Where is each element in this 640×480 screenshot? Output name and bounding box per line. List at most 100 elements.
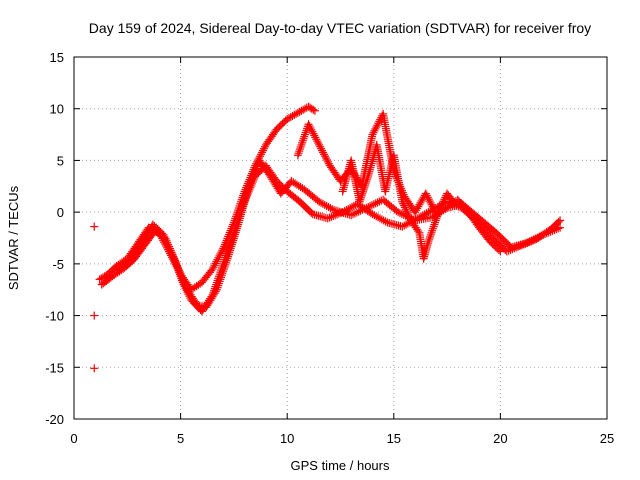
data-point — [525, 238, 534, 247]
data-point — [426, 230, 435, 239]
data-point — [159, 230, 168, 239]
data-point — [214, 253, 223, 262]
data-point — [313, 137, 322, 146]
data-point — [164, 242, 173, 251]
data-point — [244, 187, 253, 196]
data-point — [434, 208, 443, 217]
data-point — [320, 152, 329, 161]
data-point — [423, 193, 432, 202]
data-point — [527, 237, 536, 246]
data-point — [325, 213, 334, 222]
data-point — [295, 147, 304, 156]
data-point — [512, 243, 521, 252]
data-point — [211, 259, 220, 268]
grid — [74, 57, 607, 419]
data-point — [171, 258, 180, 267]
data-point — [430, 220, 439, 229]
data-point — [504, 246, 513, 255]
data-point — [210, 261, 219, 270]
data-point — [429, 222, 438, 231]
data-point — [347, 211, 356, 220]
data-point — [248, 177, 257, 186]
data-point — [428, 226, 437, 235]
data-point — [175, 268, 184, 277]
data-point — [357, 191, 366, 200]
data-point — [296, 142, 305, 151]
data-point — [373, 198, 382, 207]
data-point — [166, 246, 175, 255]
data-point — [245, 185, 254, 194]
data-points — [90, 102, 565, 373]
data-point — [169, 252, 178, 261]
data-point — [402, 207, 411, 216]
data-point — [177, 274, 186, 283]
data-point — [217, 248, 226, 257]
data-point — [220, 240, 229, 249]
data-point — [556, 216, 565, 225]
data-point — [349, 210, 358, 219]
data-point — [369, 200, 378, 209]
data-point — [433, 212, 442, 221]
data-point — [400, 201, 409, 210]
data-point — [167, 248, 176, 257]
data-point — [424, 237, 433, 246]
data-point — [428, 202, 437, 211]
data-point — [426, 232, 435, 241]
data-point — [395, 209, 404, 218]
data-point — [350, 209, 359, 218]
data-point — [523, 238, 532, 247]
data-point — [515, 242, 524, 251]
data-point — [183, 288, 192, 297]
data-point — [404, 210, 413, 219]
data-point — [323, 157, 332, 166]
data-point — [294, 149, 303, 158]
data-point — [363, 173, 372, 182]
data-point — [160, 232, 169, 241]
data-point — [323, 214, 332, 223]
data-point — [439, 197, 448, 206]
data-point — [360, 181, 369, 190]
data-point — [368, 130, 377, 139]
data-point — [414, 227, 423, 236]
data-point — [528, 236, 537, 245]
data-point — [381, 217, 390, 226]
data-point — [246, 183, 255, 192]
data-point — [170, 254, 179, 263]
data-point — [258, 146, 267, 155]
data-point — [421, 189, 430, 198]
data-point — [172, 260, 181, 269]
data-point — [170, 256, 179, 265]
y-tick-label: -20 — [45, 412, 64, 427]
data-point — [90, 222, 99, 231]
plot-frame — [73, 56, 608, 420]
data-point — [259, 144, 268, 153]
data-point — [314, 139, 323, 148]
data-point — [329, 212, 338, 221]
data-point — [424, 195, 433, 204]
data-point — [163, 238, 172, 247]
data-point — [331, 211, 340, 220]
data-point — [253, 162, 262, 171]
data-point — [174, 266, 183, 275]
data-point — [220, 242, 229, 251]
data-point — [179, 280, 188, 289]
data-point — [321, 154, 330, 163]
chart-title: Day 159 of 2024, Sidereal Day-to-day VTE… — [89, 20, 591, 36]
data-point — [322, 155, 331, 164]
data-point — [173, 262, 182, 271]
data-point — [247, 179, 256, 188]
data-point — [299, 134, 308, 143]
data-point — [212, 257, 221, 266]
y-tick-label: 0 — [57, 205, 64, 220]
data-point — [207, 292, 216, 301]
x-tick-label: 0 — [70, 431, 77, 446]
data-point — [435, 206, 444, 215]
data-point — [400, 203, 409, 212]
data-point — [448, 196, 457, 205]
data-point — [309, 129, 318, 138]
data-point — [240, 197, 249, 206]
data-point — [530, 235, 539, 244]
data-point — [182, 286, 191, 295]
data-point — [297, 140, 306, 149]
y-tick-label: -5 — [52, 257, 64, 272]
